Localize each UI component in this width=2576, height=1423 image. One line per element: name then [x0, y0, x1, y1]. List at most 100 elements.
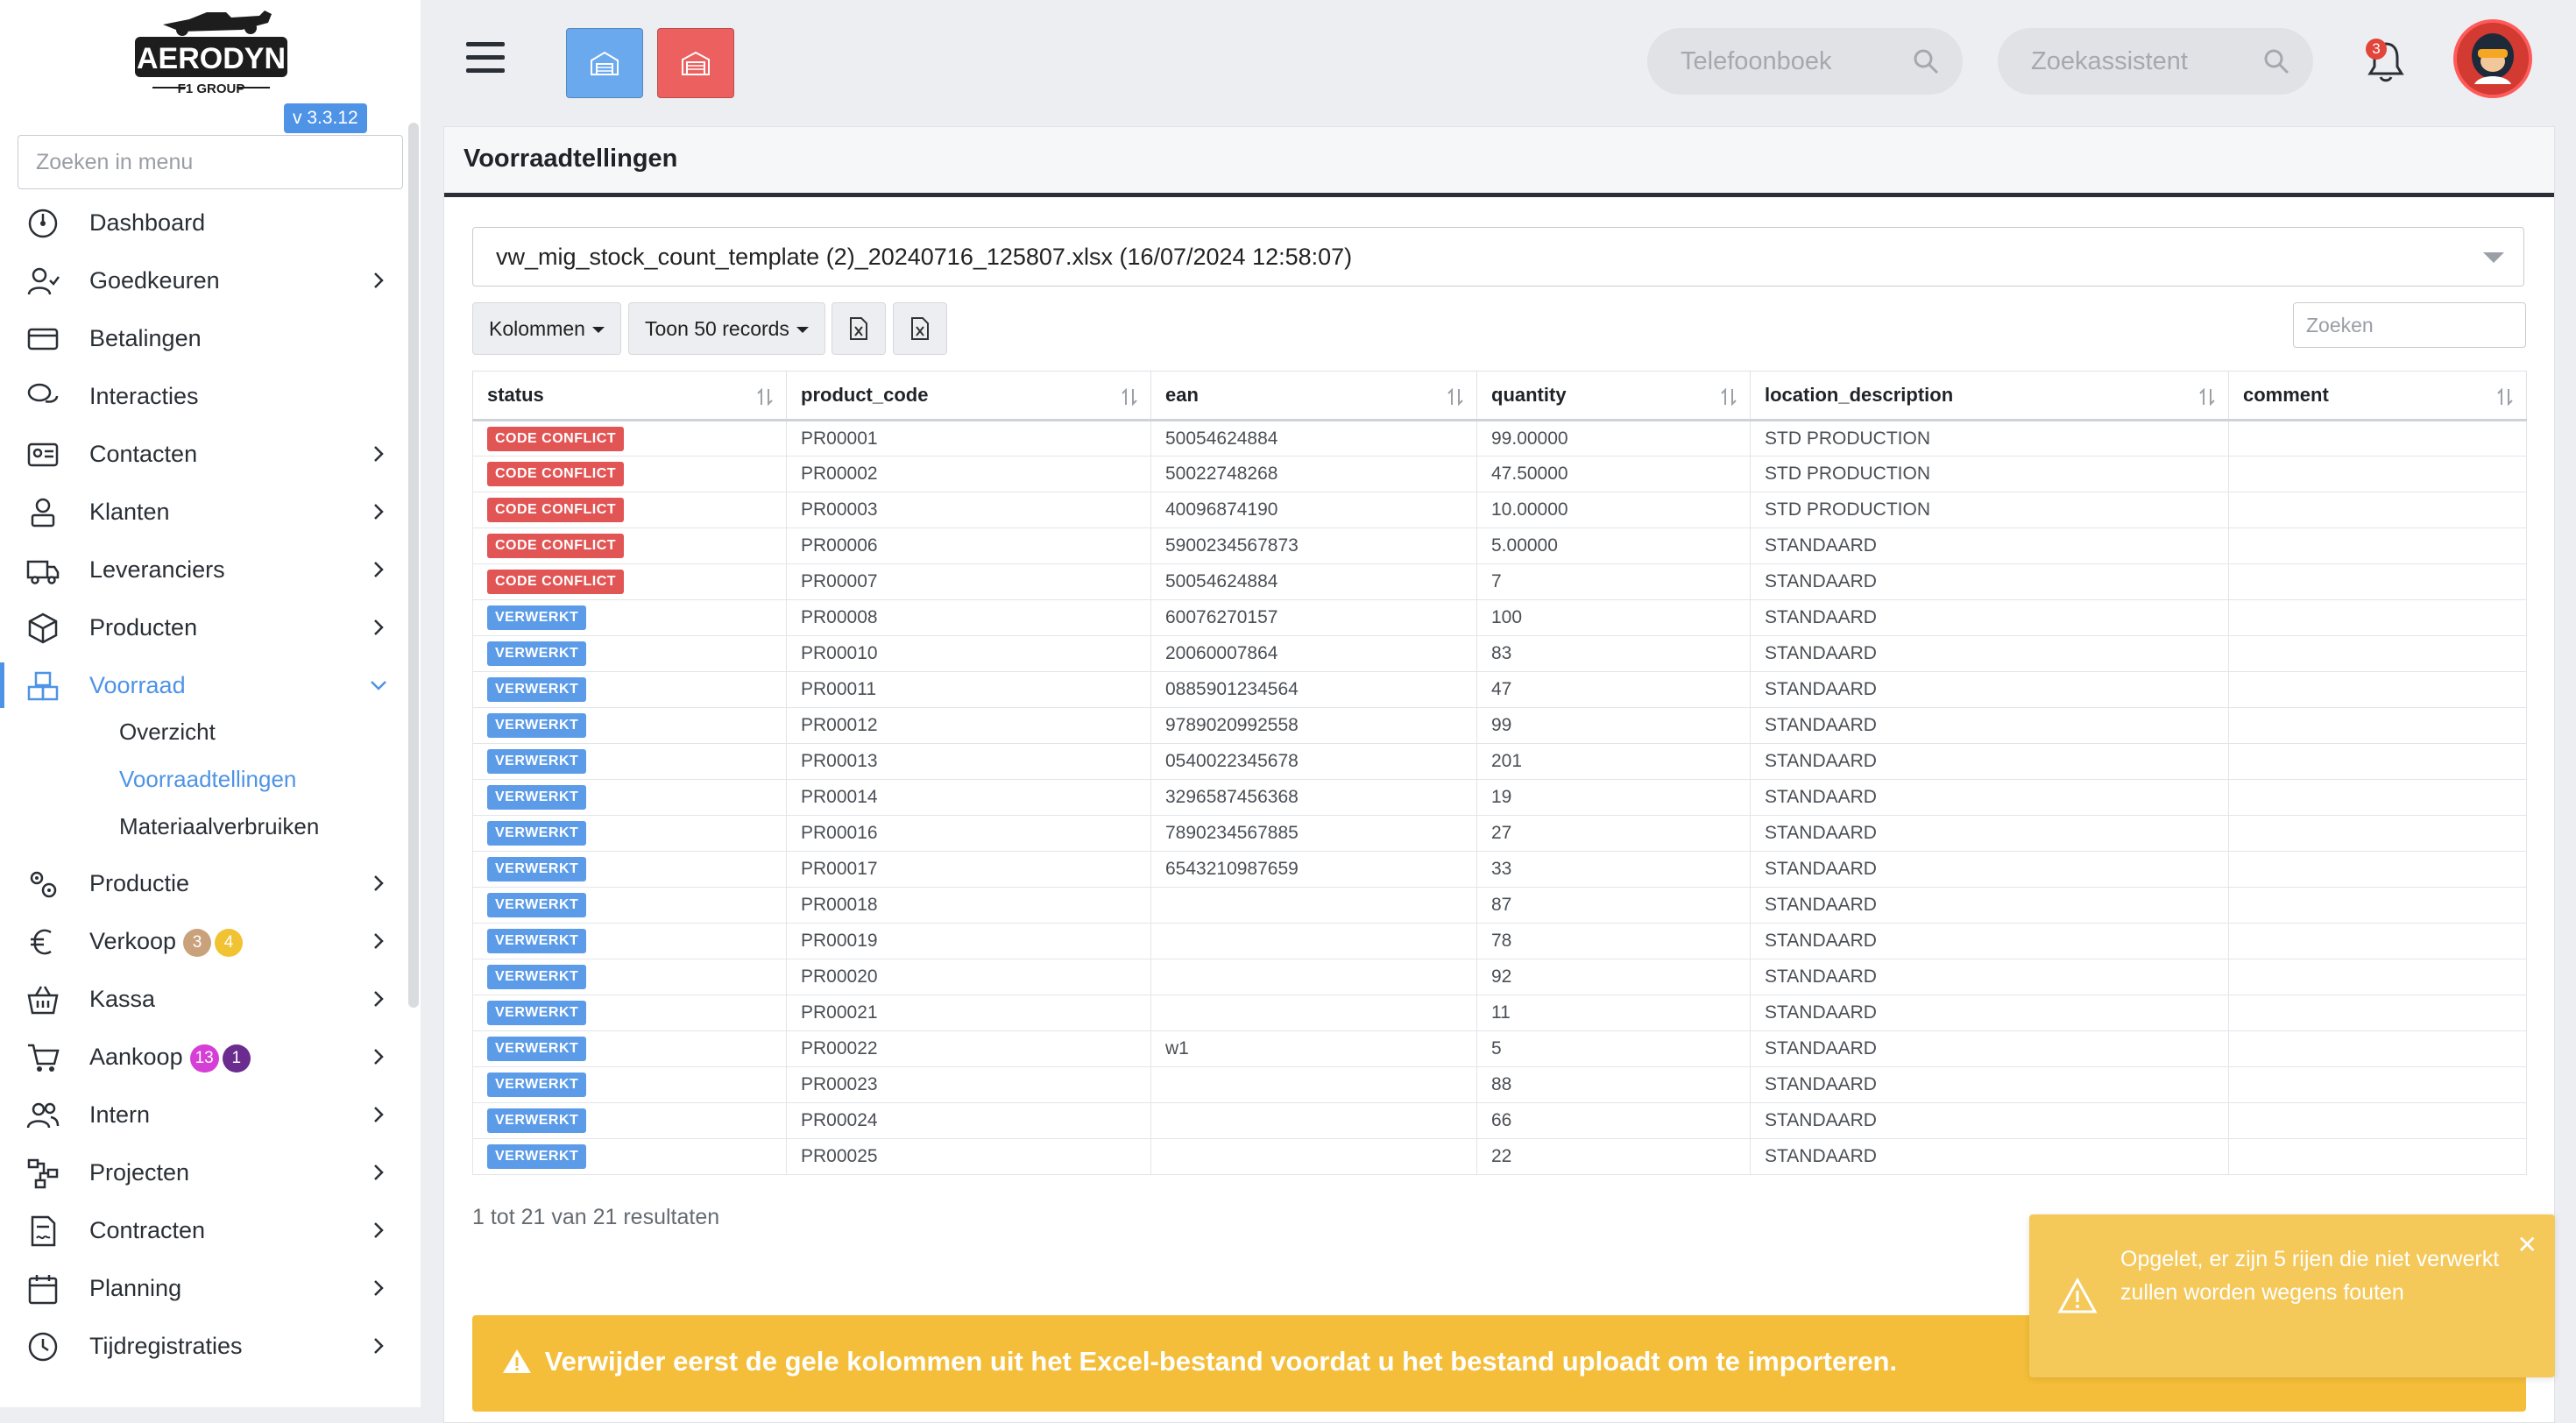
caret-down-icon	[796, 327, 809, 334]
status-badge: CODE CONFLICT	[487, 570, 625, 594]
sidebar-item-dashboard[interactable]: Dashboard	[0, 196, 412, 249]
location-cell: STD PRODUCTION	[1750, 456, 2229, 492]
table-row[interactable]: VERWERKT PR00012 9789020992558 99 STANDAARD	[472, 707, 2527, 744]
column-header-label: quantity	[1491, 384, 1567, 406]
table-row[interactable]: VERWERKT PR00016 7890234567885 27 STANDAARD	[472, 815, 2527, 852]
menu-toggle-button[interactable]	[466, 42, 505, 77]
column-header-label: status	[487, 384, 544, 406]
product-code-cell: PR00022	[786, 1030, 1151, 1067]
comment-cell	[2228, 635, 2527, 672]
table-row[interactable]: VERWERKT PR00024 66 STANDAARD	[472, 1102, 2527, 1139]
sidebar-item-contacten[interactable]: Contacten	[0, 428, 412, 480]
column-header-label: ean	[1165, 384, 1199, 406]
svg-text:AERODYN: AERODYN	[137, 42, 286, 75]
status-badge: VERWERKT	[487, 857, 587, 881]
table-row[interactable]: VERWERKT PR00022 w1 5 STANDAARD	[472, 1030, 2527, 1067]
table-row[interactable]: CODE CONFLICT PR00006 5900234567873 5.00000…	[472, 527, 2527, 564]
column-header[interactable]: comment	[2228, 371, 2527, 421]
sidebar-item-betalingen[interactable]: Betalingen	[0, 312, 412, 365]
column-header[interactable]: ean	[1150, 371, 1477, 421]
close-icon[interactable]: ✕	[2516, 1231, 2537, 1258]
comment-cell	[2228, 563, 2527, 600]
quantity-cell: 5.00000	[1476, 527, 1751, 564]
warehouse-icon	[591, 51, 619, 75]
table-row[interactable]: VERWERKT PR00023 88 STANDAARD	[472, 1066, 2527, 1103]
warehouse-button[interactable]	[566, 28, 643, 98]
table-row[interactable]: VERWERKT PR00021 11 STANDAARD	[472, 995, 2527, 1031]
table-row[interactable]: CODE CONFLICT PR00001 50054624884 99.00000 S…	[472, 420, 2527, 457]
sidebar-item-intern[interactable]: Intern	[0, 1088, 412, 1141]
status-badge: VERWERKT	[487, 785, 587, 810]
phonebook-search-input[interactable]: Telefoonboek	[1647, 28, 1963, 95]
sort-icon	[2497, 387, 2513, 407]
dashboard-icon	[28, 209, 58, 238]
sidebar-item-planning[interactable]: Planning	[0, 1262, 412, 1314]
sidebar-item-verkoop[interactable]: Verkoop 3 4	[0, 915, 412, 967]
excel-export-alt-button[interactable]	[893, 302, 947, 355]
status-cell: VERWERKT	[472, 779, 787, 816]
contact-card-icon	[27, 442, 59, 467]
comment-cell	[2228, 1138, 2527, 1175]
table-row[interactable]: VERWERKT PR00013 0540022345678 201 STANDAARD	[472, 743, 2527, 780]
sidebar-item-kassa[interactable]: Kassa	[0, 973, 412, 1025]
table-row[interactable]: VERWERKT PR00008 60076270157 100 STANDAARD	[472, 599, 2527, 636]
status-cell: VERWERKT	[472, 743, 787, 780]
sidebar-item-label: Contracten	[89, 1217, 206, 1243]
sidebar-subitem-materiaalverbruiken[interactable]: Materiaalverbruiken	[119, 813, 320, 839]
sidebar-item-contracten[interactable]: Contracten	[0, 1204, 412, 1257]
column-header[interactable]: location_description	[1750, 371, 2229, 421]
location-cell: STANDAARD	[1750, 599, 2229, 636]
aerodyn-logo[interactable]: AERODYN F1 GROUP	[128, 7, 294, 98]
sidebar-item-tijdregistraties[interactable]: Tijdregistraties	[0, 1320, 412, 1372]
user-avatar[interactable]	[2453, 19, 2532, 98]
sidebar-item-label: Intern	[89, 1101, 151, 1128]
sidebar-item-interacties[interactable]: Interacties	[0, 370, 412, 422]
table-row[interactable]: CODE CONFLICT PR00002 50022748268 47.50000 S…	[472, 456, 2527, 492]
table-row[interactable]: VERWERKT PR00020 92 STANDAARD	[472, 959, 2527, 995]
ean-cell: 40096874190	[1150, 492, 1477, 528]
location-cell: STANDAARD	[1750, 1030, 2229, 1067]
status-cell: VERWERKT	[472, 599, 787, 636]
sidebar-item-klanten[interactable]: Klanten	[0, 485, 412, 538]
table-row[interactable]: CODE CONFLICT PR00007 50054624884 7 STANDAAR…	[472, 563, 2527, 600]
table-row[interactable]: VERWERKT PR00018 87 STANDAARD	[472, 887, 2527, 924]
sidebar-item-aankoop[interactable]: Aankoop 13 1	[0, 1030, 412, 1083]
column-header[interactable]: product_code	[786, 371, 1151, 421]
table-search-input[interactable]	[2293, 302, 2526, 348]
product-code-cell: PR00008	[786, 599, 1151, 636]
sidebar-item-leveranciers[interactable]: Leveranciers	[0, 543, 412, 596]
table-row[interactable]: VERWERKT PR00025 22 STANDAARD	[472, 1138, 2527, 1175]
ean-cell	[1150, 1138, 1477, 1175]
garage-button[interactable]	[657, 28, 734, 98]
columns-dropdown-button[interactable]: Kolommen	[472, 302, 621, 355]
file-select-dropdown[interactable]: vw_mig_stock_count_template (2)_20240716…	[472, 227, 2524, 287]
table-row[interactable]: CODE CONFLICT PR00003 40096874190 10.00000 S…	[472, 492, 2527, 528]
records-button-label: Toon 50 records	[645, 317, 789, 340]
product-code-cell: PR00023	[786, 1066, 1151, 1103]
sidebar-subitem-voorraadtellingen[interactable]: Voorraadtellingen	[119, 766, 297, 792]
excel-export-button[interactable]	[832, 302, 886, 355]
column-header[interactable]: quantity	[1476, 371, 1751, 421]
menu-search-input[interactable]	[18, 135, 403, 189]
table-row[interactable]: VERWERKT PR00014 3296587456368 19 STANDAARD	[472, 779, 2527, 816]
sidebar-item-projecten[interactable]: Projecten	[0, 1146, 412, 1199]
product-code-cell: PR00011	[786, 671, 1151, 708]
sidebar-item-producten[interactable]: Producten	[0, 601, 412, 654]
sidebar-subitem-overzicht[interactable]: Overzicht	[119, 719, 216, 745]
sidebar-item-goedkeuren[interactable]: Goedkeuren	[0, 254, 412, 307]
sidebar-item-productie[interactable]: Productie	[0, 857, 412, 910]
product-code-cell: PR00019	[786, 923, 1151, 959]
assistant-search-input[interactable]: Zoekassistent	[1998, 28, 2313, 95]
records-per-page-button[interactable]: Toon 50 records	[628, 302, 825, 355]
comment-cell	[2228, 1102, 2527, 1139]
table-row[interactable]: VERWERKT PR00017 6543210987659 33 STANDAARD	[472, 851, 2527, 888]
column-header[interactable]: status	[472, 371, 787, 421]
comment-cell	[2228, 599, 2527, 636]
sidebar-scrollbar[interactable]	[408, 123, 419, 1008]
sidebar-item-voorraad[interactable]: Voorraad	[0, 659, 412, 712]
status-cell: CODE CONFLICT	[472, 420, 787, 457]
table-row[interactable]: VERWERKT PR00011 0885901234564 47 STANDAARD	[472, 671, 2527, 708]
count-badge: 4	[215, 928, 244, 957]
table-row[interactable]: VERWERKT PR00010 20060007864 83 STANDAARD	[472, 635, 2527, 672]
table-row[interactable]: VERWERKT PR00019 78 STANDAARD	[472, 923, 2527, 959]
